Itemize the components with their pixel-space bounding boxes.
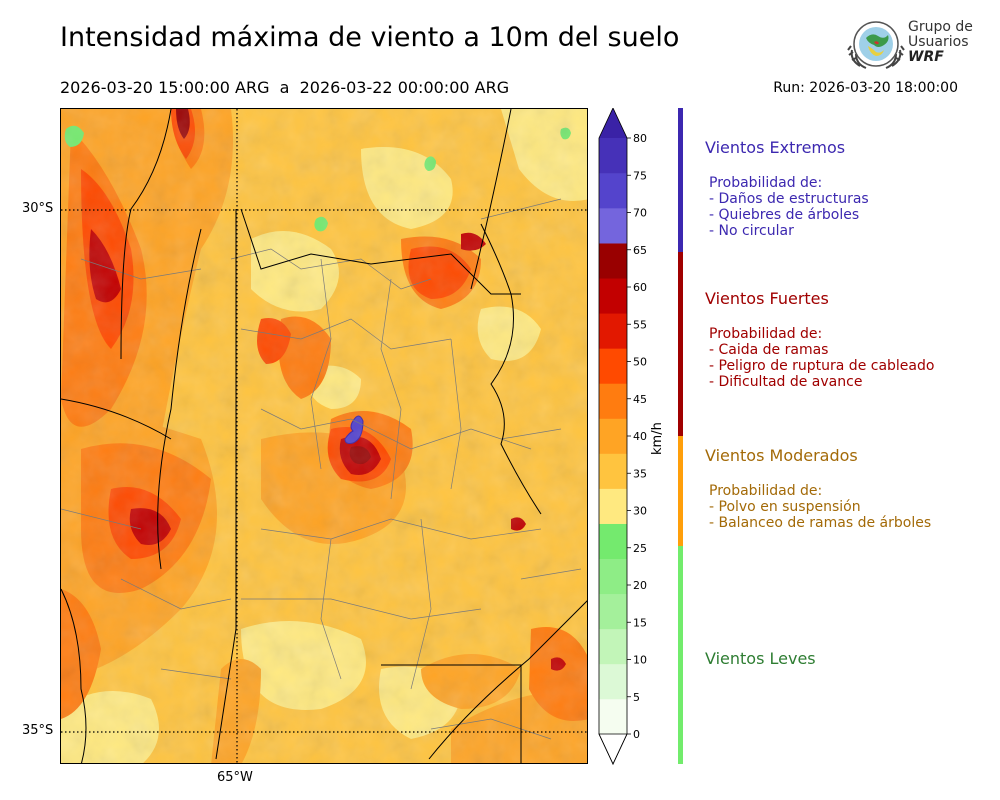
logo-text-line2: Usuarios — [908, 34, 969, 50]
grupo-wrf-logo: Grupo de Usuarios WRF — [846, 16, 976, 72]
colorbar-bin — [599, 558, 627, 595]
colorbar-bin — [599, 138, 627, 174]
colorbar-bin — [599, 348, 627, 384]
category-strong-title: Vientos Fuertes — [705, 289, 829, 308]
colorbar-tick-label: 50 — [633, 356, 647, 369]
colorbar-bin — [599, 173, 627, 209]
prob-item: - Quiebres de árboles — [709, 207, 860, 223]
colorbar: 80 75 70 65 60 55 50 45 40 35 30 25 20 15 10 5 0 — [596, 107, 647, 768]
colorbar-tick-label: 55 — [633, 318, 647, 331]
graticule — [61, 109, 587, 763]
lat-label-30s: 30°S — [22, 201, 54, 216]
category-extreme: Vientos Extremos Probabilidad de: - Daño… — [705, 138, 869, 239]
colorbar-tick-label: 0 — [633, 728, 640, 741]
colorbar-bin — [599, 208, 627, 244]
colorbar-bin — [599, 698, 627, 735]
prob-item: - Daños de estructuras — [709, 191, 869, 207]
moderate-category-bar — [678, 436, 683, 546]
province-borders — [61, 109, 587, 763]
colorbar-tick-label: 80 — [633, 132, 647, 145]
lon-label-65w: 65°W — [217, 770, 253, 785]
colorbar-tick-label: 65 — [633, 244, 647, 257]
light-category-bar — [678, 546, 683, 764]
colorbar-tick-label: 15 — [633, 616, 647, 629]
globe-logo-icon — [847, 21, 905, 69]
map-title: Intensidad máxima de viento a 10m del su… — [60, 22, 680, 53]
colorbar-tick-label: 5 — [633, 691, 640, 704]
prob-header: Probabilidad de: — [709, 326, 823, 342]
category-light-title: Vientos Leves — [705, 649, 816, 668]
colorbar-bin — [599, 383, 627, 419]
colorbar-tick-label: 20 — [633, 579, 647, 592]
logo-text-line3: WRF — [908, 49, 944, 65]
prob-header: Probabilidad de: — [709, 483, 823, 499]
strong-category-bar — [678, 252, 683, 436]
category-strong: Vientos Fuertes Probabilidad de: - Caida… — [705, 289, 934, 390]
prob-item: - No circular — [709, 223, 794, 239]
colorbar-bin — [599, 628, 627, 665]
colorbar-bin — [599, 663, 627, 700]
colorbar-bin — [599, 593, 627, 630]
category-strong-probabilities: Probabilidad de: - Caida de ramas - Peli… — [709, 326, 934, 390]
prob-item: - Polvo en suspensión — [709, 499, 861, 515]
department-borders — [61, 198, 582, 740]
texture-overlay — [61, 109, 587, 763]
prob-item: - Caida de ramas — [709, 342, 829, 358]
colorbar-tick-label: 70 — [633, 207, 647, 220]
prob-item: - Peligro de ruptura de cableado — [709, 358, 935, 374]
colorbar-bottom-arrow — [598, 733, 628, 765]
colorbar-tick-label: 25 — [633, 542, 647, 555]
colorbar-bin — [599, 488, 627, 524]
colorbar-tick-label: 60 — [633, 281, 647, 294]
wind-speed-map[interactable] — [60, 108, 588, 764]
category-moderate-probabilities: Probabilidad de: - Polvo en suspensión -… — [709, 483, 931, 531]
colorbar-top-arrow — [599, 108, 627, 138]
colorbar-tick-label: 75 — [633, 169, 647, 182]
wind-field-svg — [61, 109, 587, 763]
category-light: Vientos Leves — [705, 649, 816, 668]
colorbar-bin — [599, 523, 627, 560]
colorbar-tick-label: 35 — [633, 467, 647, 480]
category-moderate-title: Vientos Moderados — [705, 446, 858, 465]
model-run-label: Run: 2026-03-20 18:00:00 — [773, 80, 958, 96]
colorbar-tick-label: 10 — [633, 654, 647, 667]
prob-header: Probabilidad de: — [709, 175, 823, 191]
colorbar-bin — [599, 278, 627, 314]
category-extreme-probabilities: Probabilidad de: - Daños de estructuras … — [709, 175, 869, 239]
colorbar-bin — [599, 418, 627, 454]
colorbar-bin — [599, 453, 627, 489]
logo-text-line1: Grupo de — [908, 19, 973, 35]
prob-item: - Balanceo de ramas de árboles — [709, 515, 932, 531]
colorbar-tick-label: 45 — [633, 393, 647, 406]
category-extreme-title: Vientos Extremos — [705, 138, 846, 157]
prob-item: - Dificultad de avance — [709, 374, 863, 390]
colorbar-bin — [599, 243, 627, 279]
lat-label-35s: 35°S — [22, 723, 54, 738]
category-moderate: Vientos Moderados Probabilidad de: - Pol… — [705, 446, 931, 531]
colorbar-tick-label: 40 — [633, 430, 647, 443]
colorbar-tick-label: 30 — [633, 505, 647, 518]
colorbar-units: km/h — [650, 422, 665, 455]
colorbar-bin — [599, 313, 627, 349]
forecast-date-range: 2026-03-20 15:00:00 ARG a 2026-03-22 00:… — [60, 78, 510, 97]
extreme-category-bar — [678, 108, 683, 252]
